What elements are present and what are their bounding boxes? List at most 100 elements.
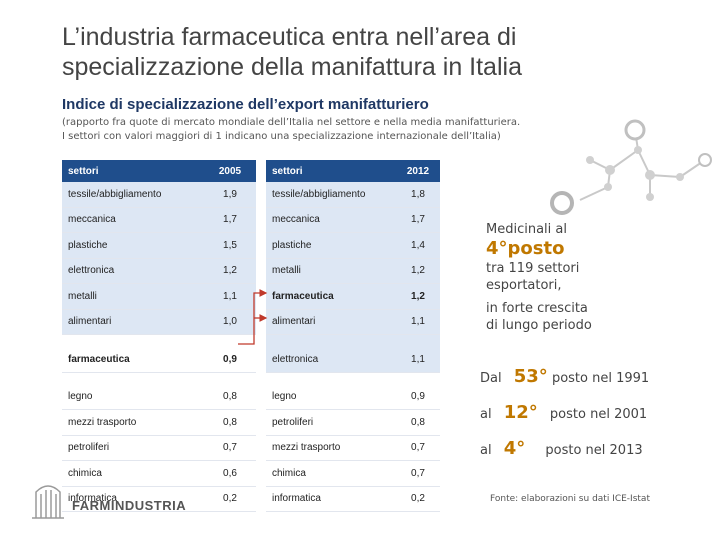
row-value: 0,7 xyxy=(204,436,256,461)
table-row: plastiche 1,4 xyxy=(266,233,440,259)
row-sector: mezzi trasporto xyxy=(266,436,396,461)
table-row-highlight: farmaceutica 1,2 xyxy=(266,284,440,310)
table-row: chimica 0,7 xyxy=(266,461,440,487)
row-sector: farmaceutica xyxy=(266,284,396,310)
row-sector: legno xyxy=(266,385,396,410)
table-2005-header-year: 2005 xyxy=(204,160,256,182)
row-value: 1,7 xyxy=(396,207,440,233)
table-row: elettronica 1,1 xyxy=(266,347,440,373)
table-row: alimentari 1,0 xyxy=(62,309,256,335)
row-value: 0,2 xyxy=(396,487,440,512)
note-line-2: I settori con valori maggiori di 1 indic… xyxy=(62,131,501,142)
table-row: petroliferi 0,7 xyxy=(62,436,256,461)
callout: Medicinali al 4°posto tra 119 settori es… xyxy=(486,221,592,334)
table-row: metalli 1,1 xyxy=(62,284,256,310)
table-row: alimentari 1,1 xyxy=(266,309,440,335)
table-row: tessile/abbigliamento 1,9 xyxy=(62,182,256,208)
row-value: 1,4 xyxy=(396,233,440,259)
row-sector: metalli xyxy=(266,258,396,284)
rank-prefix: al xyxy=(480,443,492,458)
callout-line-5: di lungo periodo xyxy=(486,318,592,333)
rank-prefix: Dal xyxy=(480,371,502,386)
callout-line-3: esportatori, xyxy=(486,278,562,293)
chart-note: (rapporto fra quote di mercato mondiale … xyxy=(62,116,602,144)
row-sector: chimica xyxy=(62,461,204,487)
row-sector: metalli xyxy=(62,284,204,310)
row-value: 1,7 xyxy=(204,207,256,233)
callout-line-2: tra 119 settori xyxy=(486,261,580,276)
rank-value: 4° xyxy=(503,438,526,459)
table-row: tessile/abbigliamento 1,8 xyxy=(266,182,440,208)
row-value: 0,9 xyxy=(204,347,256,373)
source-note: Fonte: elaborazioni su dati ICE-Istat xyxy=(490,494,650,504)
row-value: 1,0 xyxy=(204,309,256,335)
rank-suffix: posto nel 2013 xyxy=(545,443,643,458)
row-sector: farmaceutica xyxy=(62,347,204,373)
rank-value: 12° xyxy=(503,402,538,423)
row-sector: alimentari xyxy=(62,309,204,335)
rank-2001: al 12° posto nel 2001 xyxy=(480,402,647,423)
table-row: plastiche 1,5 xyxy=(62,233,256,259)
table-row: informatica 0,2 xyxy=(62,487,256,512)
row-sector: tessile/abbigliamento xyxy=(62,182,204,208)
rank-2013: al 4° posto nel 2013 xyxy=(480,438,643,459)
row-value: 0,8 xyxy=(204,385,256,410)
table-row: legno 0,9 xyxy=(266,385,440,410)
row-sector: informatica xyxy=(62,487,204,512)
row-sector: mezzi trasporto xyxy=(62,410,204,436)
row-value: 1,2 xyxy=(204,258,256,284)
table-row: mezzi trasporto 0,7 xyxy=(266,436,440,461)
row-value: 1,5 xyxy=(204,233,256,259)
table-row: meccanica 1,7 xyxy=(62,207,256,233)
table-row: petroliferi 0,8 xyxy=(266,410,440,436)
row-sector: alimentari xyxy=(266,309,396,335)
row-sector: plastiche xyxy=(266,233,396,259)
row-value: 0,7 xyxy=(396,461,440,487)
table-2012: settori 2012 tessile/abbigliamento 1,8 me… xyxy=(266,160,440,512)
table-row: mezzi trasporto 0,8 xyxy=(62,410,256,436)
callout-rank: 4°posto xyxy=(486,238,565,259)
farmindustria-logo-icon xyxy=(32,485,64,519)
row-value: 0,2 xyxy=(204,487,256,512)
row-sector: tessile/abbigliamento xyxy=(266,182,396,208)
molecule-decoration-icon xyxy=(550,119,712,215)
row-sector: meccanica xyxy=(62,207,204,233)
table-2012-header-year: 2012 xyxy=(396,160,440,182)
row-sector: petroliferi xyxy=(266,410,396,436)
row-value: 1,8 xyxy=(396,182,440,208)
row-sector: meccanica xyxy=(266,207,396,233)
row-sector: elettronica xyxy=(266,347,396,373)
row-value: 1,2 xyxy=(396,258,440,284)
row-value: 1,9 xyxy=(204,182,256,208)
table-row: legno 0,8 xyxy=(62,385,256,410)
row-value: 0,8 xyxy=(204,410,256,436)
row-sector: informatica xyxy=(266,487,396,512)
logo-text: FARMINDUSTRIA xyxy=(72,498,187,513)
table-row: meccanica 1,7 xyxy=(266,207,440,233)
row-sector: elettronica xyxy=(62,258,204,284)
rank-prefix: al xyxy=(480,407,492,422)
callout-line-4: in forte crescita xyxy=(486,301,588,316)
row-value: 0,6 xyxy=(204,461,256,487)
row-value: 1,1 xyxy=(396,309,440,335)
row-value: 1,1 xyxy=(204,284,256,310)
table-row: elettronica 1,2 xyxy=(62,258,256,284)
slide-title: L’industria farmaceutica entra nell’area… xyxy=(62,23,522,81)
row-value: 1,1 xyxy=(396,347,440,373)
row-sector: chimica xyxy=(266,461,396,487)
rank-1991: Dal 53° posto nel 1991 xyxy=(480,366,649,387)
ranking-arrows xyxy=(238,289,268,345)
table-row: metalli 1,2 xyxy=(266,258,440,284)
note-line-1: (rapporto fra quote di mercato mondiale … xyxy=(62,117,521,128)
row-value: 0,9 xyxy=(396,385,440,410)
table-2005-header-sector: settori xyxy=(62,160,204,182)
table-row: chimica 0,6 xyxy=(62,461,256,487)
rank-suffix: posto nel 2001 xyxy=(549,407,648,422)
row-value: 0,7 xyxy=(396,436,440,461)
row-sector: petroliferi xyxy=(62,436,204,461)
table-row-highlight: farmaceutica 0,9 xyxy=(62,347,256,373)
callout-line-1: Medicinali al xyxy=(486,222,567,237)
table-2012-header-sector: settori xyxy=(266,160,396,182)
table-2005: settori 2005 tessile/abbigliamento 1,9 me… xyxy=(62,160,256,512)
table-row: informatica 0,2 xyxy=(266,487,440,512)
